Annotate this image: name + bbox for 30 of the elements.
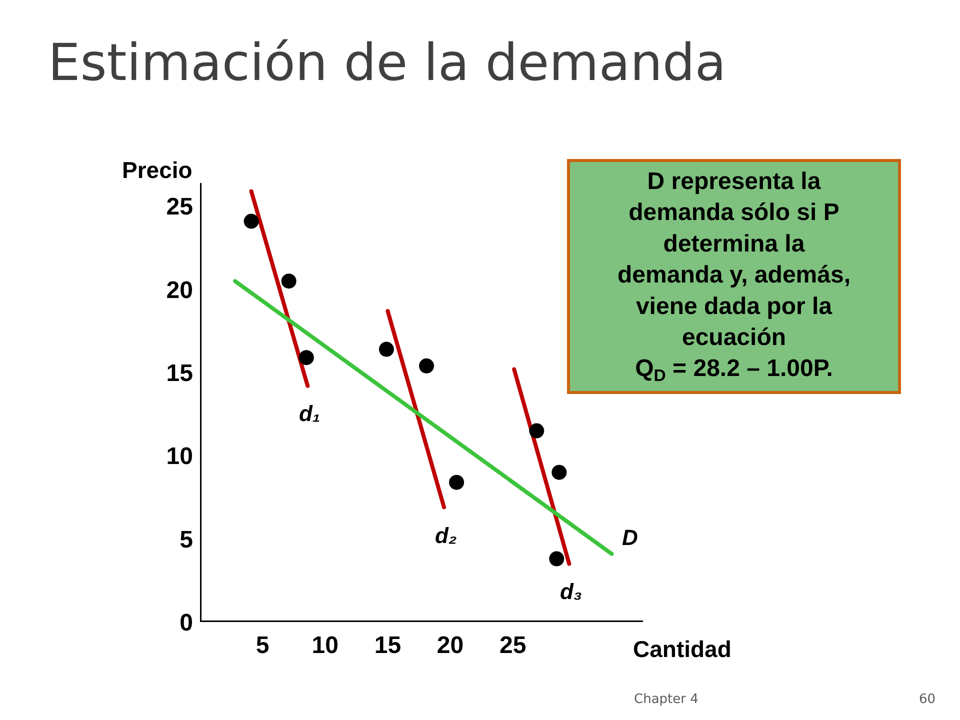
point: [529, 423, 544, 438]
point: [549, 551, 564, 566]
y-tick-label: 25: [166, 194, 193, 221]
x-tick-label: 20: [436, 632, 464, 659]
chart-title: Estimación de la demanda: [48, 34, 726, 93]
point: [281, 274, 296, 289]
y-tick-label: 5: [180, 526, 193, 554]
x-tick-label: 10: [312, 632, 338, 659]
series-label: d₁: [299, 401, 320, 426]
text: D representa la demanda sólo si P determina la demanda y, además, viene dada por la ecuación Q$_{D}$ = 28.2 – 1.00P.: [618, 168, 850, 386]
point: [449, 474, 464, 490]
y-tick-label: 20: [166, 276, 193, 304]
y-tick-label: 10: [166, 443, 193, 470]
x-tick-label: 15: [374, 632, 402, 659]
x-axis-title: Cantidad: [633, 636, 732, 662]
series-label: d₃: [560, 579, 582, 604]
text: Chapter 4: [634, 692, 698, 707]
point: [419, 358, 434, 374]
x-tick-label: 5: [256, 632, 270, 659]
series-label: d₂: [435, 523, 457, 548]
x-tick-label: 25: [500, 632, 526, 659]
series-label: D: [622, 525, 638, 550]
point: [244, 214, 259, 229]
text: 60: [919, 692, 936, 707]
point: [378, 342, 394, 357]
y-axis-title: Precio: [122, 157, 192, 183]
y-tick-label: 0: [180, 609, 193, 636]
point: [298, 350, 314, 366]
y-tick-label: 15: [166, 360, 193, 387]
point: [552, 464, 567, 480]
